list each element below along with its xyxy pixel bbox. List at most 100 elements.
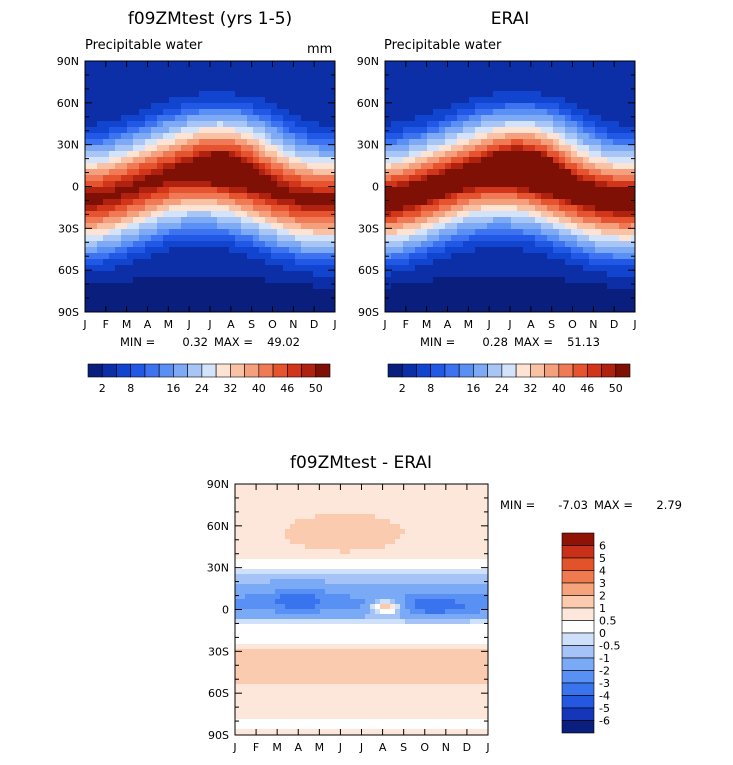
- panel2-xtick-label: D: [610, 318, 618, 331]
- panel3-ytick-label: 90N: [207, 478, 229, 491]
- panel2-colorbar-box: [544, 363, 560, 378]
- panel2-min-label: MIN =: [420, 335, 455, 349]
- panel2-colorbar-label: 16: [466, 382, 480, 395]
- panel1-colorbar-label: 24: [195, 382, 209, 395]
- panel3-ytick-label: 60S: [208, 687, 229, 700]
- panel2-ytick-label: 60S: [358, 264, 379, 277]
- panel1-ytick-label: 60S: [58, 264, 79, 277]
- panel2-colorbar-box: [458, 363, 474, 378]
- diff-colorbar-box: [561, 532, 595, 546]
- diff-colorbar-label: -5: [599, 702, 610, 715]
- panel1-colorbar-box: [173, 363, 188, 378]
- panel2-colorbar-box: [444, 363, 460, 378]
- panel2-ytick-label: 90N: [357, 55, 379, 68]
- diff-colorbar-label: 2: [599, 590, 606, 603]
- diff-colorbar-label: 3: [599, 577, 606, 590]
- diff-colorbar-label: 0.5: [599, 615, 617, 628]
- panel2-xtick-label: J: [382, 318, 386, 331]
- panel1-ytick-label: 30N: [57, 139, 79, 152]
- panel3-ytick-label: 90S: [208, 729, 229, 742]
- panel3-xtick-label: O: [420, 741, 429, 754]
- panel1-units: mm: [307, 42, 332, 57]
- panel2-colorbar-box: [572, 363, 588, 378]
- panel2-colorbar-label: 50: [609, 382, 623, 395]
- diff-colorbar-box: [561, 682, 595, 696]
- panel2-xtick-label: A: [444, 318, 452, 331]
- diff-colorbar-label: 1: [599, 602, 606, 615]
- panel2-colorbar-box: [401, 363, 417, 378]
- panel2-colorbar-box: [430, 363, 446, 378]
- diff-colorbar-label: -6: [599, 715, 610, 728]
- panel1-colorbar-label: 2: [99, 382, 106, 395]
- diff-colorbar-box: [561, 607, 595, 621]
- panel2-xtick-label: N: [589, 318, 597, 331]
- panel2-xtick-label: M: [464, 318, 474, 331]
- panel2-xtick-label: F: [403, 318, 409, 331]
- panel1-xtick-label: A: [227, 318, 235, 331]
- panel3-min-value: -7.03: [558, 498, 588, 512]
- panel2-ytick-label: 30N: [357, 139, 379, 152]
- diff-colorbar-label: -4: [599, 690, 610, 703]
- panel3-min-label: MIN =: [500, 498, 535, 512]
- diff-colorbar-label: 5: [599, 552, 606, 565]
- panel2-xtick-label: J: [507, 318, 511, 331]
- panel1-xtick-label: J: [207, 318, 211, 331]
- panel2-colorbar-box: [387, 363, 403, 378]
- panel3-xtick-label: J: [359, 741, 363, 754]
- panel1-colorbar-box: [315, 363, 331, 378]
- panel1-colorbar-label: 46: [280, 382, 294, 395]
- diff-colorbar-box: [561, 670, 595, 684]
- panel2-colorbar-label: 8: [427, 382, 434, 395]
- diff-colorbar-box: [561, 645, 595, 659]
- panel2-ytick-label: 30S: [358, 222, 379, 235]
- panel1-colorbar-label: 32: [223, 382, 237, 395]
- panel1-colorbar-box: [87, 363, 103, 378]
- panel2-xtick-label: A: [527, 318, 535, 331]
- panel3-xtick-label: M: [272, 741, 282, 754]
- panel2-xtick-label: S: [548, 318, 555, 331]
- panel1-ytick-label: 30S: [58, 222, 79, 235]
- panel2-subtitle: Precipitable water: [384, 38, 502, 53]
- diff-colorbar-label: -0.5: [599, 640, 620, 653]
- panel1-xtick-label: A: [144, 318, 152, 331]
- diff-colorbar-label: -1: [599, 652, 610, 665]
- panel1-ytick-label: 0: [72, 181, 79, 194]
- diff-colorbar-label: -3: [599, 677, 610, 690]
- panel2-min-value: 0.28: [482, 335, 508, 349]
- panel1-colorbar-box: [130, 363, 146, 378]
- panel2-colorbar-box: [586, 363, 602, 378]
- panel2-colorbar-label: 2: [399, 382, 406, 395]
- panel1-ytick-label: 60N: [57, 97, 79, 110]
- panel2-colorbar-box: [416, 363, 432, 378]
- diff-colorbar-box: [561, 720, 595, 734]
- panel1-max-label: MAX =: [214, 335, 253, 349]
- panel2-max-value: 51.13: [567, 335, 600, 349]
- diff-colorbar-label: 6: [599, 540, 606, 553]
- panel1-colorbar-box: [158, 363, 174, 378]
- panel3-ytick-label: 30S: [208, 645, 229, 658]
- panel2-colorbar-box: [473, 363, 488, 378]
- panel3-xtick-label: M: [315, 741, 325, 754]
- diff-colorbar-box: [561, 632, 595, 646]
- panel2-colorbar-box: [501, 363, 517, 378]
- panel1-colorbar-box: [116, 363, 132, 378]
- panel1-xtick-label: J: [332, 318, 336, 331]
- panel2-colorbar-box: [615, 363, 631, 378]
- panel1-colorbar-box: [187, 363, 203, 378]
- panel2-colorbar: 2 8 16 24 32 40 46 50: [387, 363, 631, 395]
- panel1-colorbar-label: 50: [309, 382, 323, 395]
- panel1-max-value: 49.02: [267, 335, 300, 349]
- panel3-xtick-label: A: [294, 741, 302, 754]
- panel2-xtick-label: J: [632, 318, 636, 331]
- panel2-ytick-label: 90S: [358, 306, 379, 319]
- panel1-colorbar-box: [201, 363, 217, 378]
- panel1-ytick-label: 90N: [57, 55, 79, 68]
- panel1-colorbar-label: 16: [166, 382, 180, 395]
- panel3-ytick-label: 0: [222, 604, 229, 617]
- panel1-colorbar-label: 40: [252, 382, 266, 395]
- panel1-xtick-label: J: [187, 318, 191, 331]
- panel3-xtick-label: F: [253, 741, 259, 754]
